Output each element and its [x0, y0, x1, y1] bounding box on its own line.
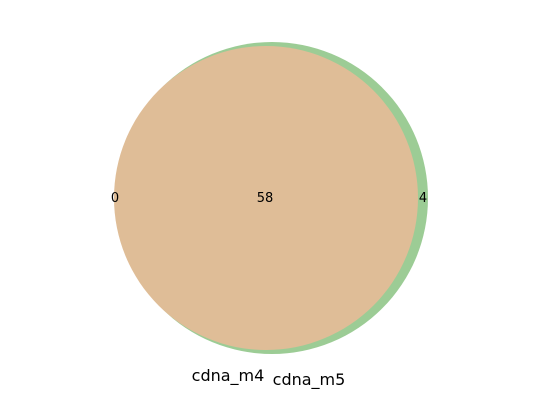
set-label-cdna-m4: cdna_m4	[192, 366, 265, 386]
set-label-cdna-m5: cdna_m5	[273, 370, 346, 390]
region-count-cdna-m4-only: 0	[111, 191, 119, 206]
circle-cdna-m4	[114, 46, 418, 350]
region-count-both: 58	[257, 191, 274, 206]
region-count-cdna-m5-only: 4	[419, 191, 427, 206]
